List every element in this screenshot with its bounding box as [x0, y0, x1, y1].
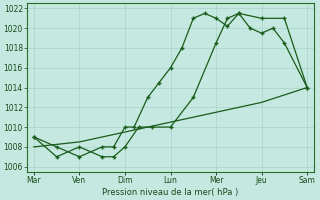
- X-axis label: Pression niveau de la mer( hPa ): Pression niveau de la mer( hPa ): [102, 188, 239, 197]
